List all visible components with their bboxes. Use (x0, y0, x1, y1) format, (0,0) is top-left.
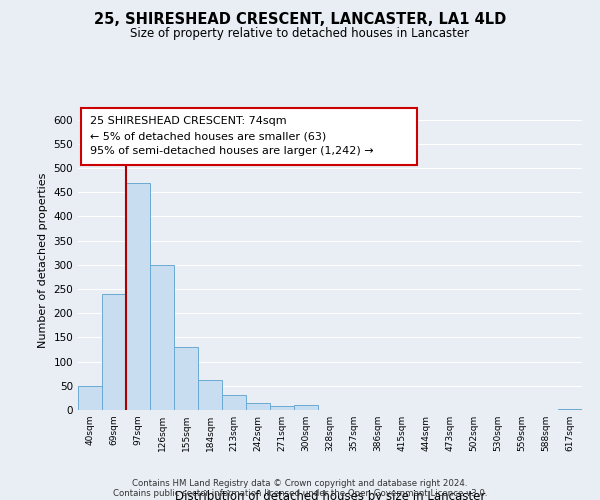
Bar (102, 294, 126, 410)
Bar (198, 380, 222, 410)
Bar (558, 409, 582, 410)
Bar (294, 405, 318, 410)
X-axis label: Distribution of detached houses by size in Lancaster: Distribution of detached houses by size … (175, 490, 485, 500)
Bar (126, 182, 150, 410)
Bar (270, 406, 294, 410)
Text: Size of property relative to detached houses in Lancaster: Size of property relative to detached ho… (130, 28, 470, 40)
Text: Contains public sector information licensed under the Open Government Licence v3: Contains public sector information licen… (113, 488, 487, 498)
Text: 25, SHIRESHEAD CRESCENT, LANCASTER, LA1 4LD: 25, SHIRESHEAD CRESCENT, LANCASTER, LA1 … (94, 12, 506, 28)
Bar (174, 347, 198, 410)
Bar (150, 265, 174, 410)
Text: ← 5% of detached houses are smaller (63): ← 5% of detached houses are smaller (63) (90, 132, 326, 141)
Bar (222, 396, 246, 410)
Text: Contains HM Land Registry data © Crown copyright and database right 2024.: Contains HM Land Registry data © Crown c… (132, 478, 468, 488)
Bar (78, 386, 102, 410)
Bar (246, 402, 270, 410)
Y-axis label: Number of detached properties: Number of detached properties (38, 172, 48, 348)
Text: 95% of semi-detached houses are larger (1,242) →: 95% of semi-detached houses are larger (… (90, 146, 374, 156)
Text: 25 SHIRESHEAD CRESCENT: 74sqm: 25 SHIRESHEAD CRESCENT: 74sqm (90, 116, 287, 126)
